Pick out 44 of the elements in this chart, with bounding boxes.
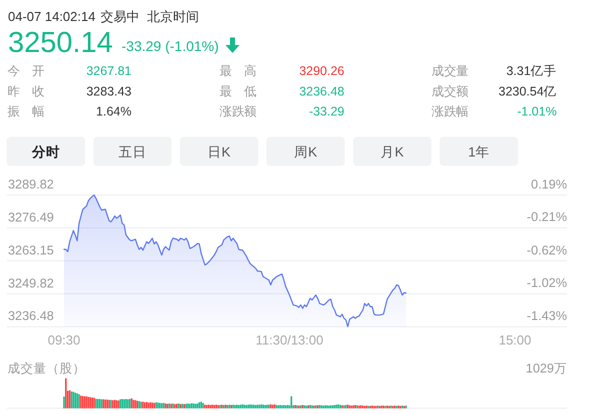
text: 3250.14 xyxy=(8,27,113,59)
y-tick-label: 3276.49 xyxy=(8,210,54,224)
text: 周K xyxy=(294,144,318,160)
text: 1029万 xyxy=(526,362,567,376)
text: -1.01% xyxy=(517,104,557,119)
text: 日K xyxy=(208,144,231,160)
text: 1年 xyxy=(468,144,490,160)
text: 1.64% xyxy=(96,104,132,119)
y-tick-label: 3249.82 xyxy=(8,276,54,290)
text: 分时 xyxy=(30,144,60,160)
text: 3236.48 xyxy=(299,84,344,98)
y-tick-label: 3236.48 xyxy=(8,309,54,324)
x-tick-label: 09:30 xyxy=(48,332,80,348)
y-tick-label: 3289.82 xyxy=(8,178,54,192)
text: 振 幅 xyxy=(7,104,45,119)
text: 涨跌幅 xyxy=(432,104,469,119)
text: 昨 收 xyxy=(7,84,45,98)
text: 成交量 xyxy=(432,63,469,78)
y2-tick-label: -0.62% xyxy=(526,243,567,258)
y2-tick-label: -1.02% xyxy=(526,276,567,290)
text: 3230.54亿 xyxy=(498,84,557,98)
text: 涨跌额 xyxy=(220,104,258,119)
text: -33.29 xyxy=(308,104,344,119)
y2-tick-label: 0.19% xyxy=(531,178,567,192)
text: 月K xyxy=(380,144,404,160)
text: 3290.26 xyxy=(299,64,344,78)
text: 3267.81 xyxy=(86,64,132,78)
x-tick-label: 15:00 xyxy=(498,332,532,348)
y2-tick-label: -0.21% xyxy=(526,210,567,224)
x-tick-label: 11:30/13:00 xyxy=(256,332,324,348)
text: 最 高 xyxy=(220,63,258,78)
text: 3.31亿手 xyxy=(506,64,557,78)
text: -33.29 (-1.01%) xyxy=(122,38,219,54)
text: 北京时间 xyxy=(147,9,199,24)
text: 今 开 xyxy=(7,64,45,78)
text: 五日 xyxy=(118,144,146,160)
text: 成交额 xyxy=(432,83,469,98)
text: 交易中 xyxy=(100,9,140,24)
y2-tick-label: -1.43% xyxy=(526,309,567,324)
y-tick-label: 3263.15 xyxy=(8,243,54,258)
text: 最 低 xyxy=(220,84,258,98)
y-axis-title: 成交量（股） xyxy=(7,360,86,376)
text: 04-07 14:02:14 xyxy=(8,9,96,24)
text: 3283.43 xyxy=(86,84,132,98)
